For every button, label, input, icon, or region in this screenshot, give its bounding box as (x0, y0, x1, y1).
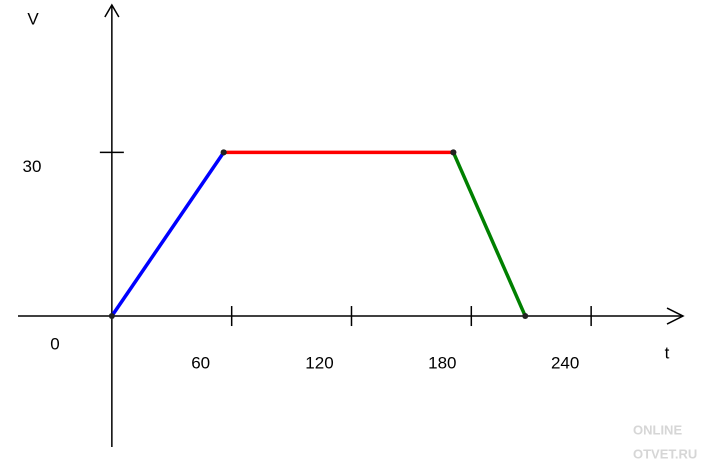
line-segment (110, 151, 226, 318)
watermark: OTVET.RU (633, 446, 697, 461)
x-tick-label: 120 (305, 354, 333, 373)
watermark: ONLINE (633, 422, 682, 437)
x-tick-label: 240 (551, 354, 579, 373)
vertex (522, 313, 529, 320)
y-tick-label: 30 (23, 157, 42, 176)
x-tick-label: 180 (428, 354, 456, 373)
origin-label: 0 (50, 334, 59, 353)
vertex (450, 149, 457, 156)
vertex (108, 313, 115, 320)
x-axis-arrow (666, 307, 685, 325)
x-axis-label: t (665, 343, 670, 362)
vertex (220, 149, 227, 156)
y-axis-label: V (27, 9, 39, 28)
y-axis-arrow (104, 3, 120, 18)
x-tick-label: 60 (191, 354, 210, 373)
line-segment (451, 151, 527, 317)
